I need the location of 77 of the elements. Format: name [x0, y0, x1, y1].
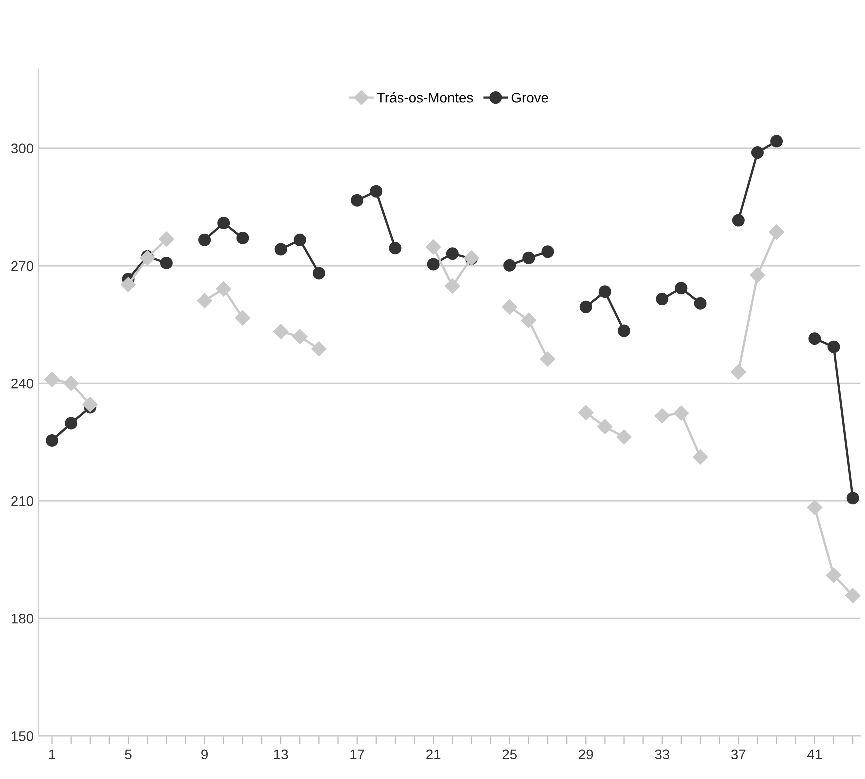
point [732, 214, 745, 227]
point [826, 568, 842, 584]
point [65, 417, 78, 430]
point [731, 364, 746, 380]
point [692, 450, 708, 465]
point [846, 492, 860, 505]
point [235, 310, 250, 326]
point [769, 224, 784, 240]
point [197, 293, 212, 308]
point [120, 277, 136, 292]
point [389, 242, 402, 255]
x-tick-label: 13 [274, 750, 288, 760]
point [770, 135, 784, 148]
point [540, 352, 556, 367]
point [578, 405, 594, 420]
y-tick-label: 150 [12, 731, 34, 742]
point [845, 588, 861, 604]
point [618, 324, 631, 338]
point [82, 397, 98, 412]
point [292, 329, 308, 344]
y-tick-label: 240 [12, 378, 34, 389]
point [828, 340, 840, 354]
x-tick-label: 5 [125, 750, 132, 760]
y-tick-label: 300 [11, 144, 34, 154]
point [140, 250, 156, 266]
point [675, 282, 688, 295]
point [159, 232, 174, 247]
point [656, 293, 669, 306]
point [427, 258, 440, 271]
point [236, 232, 250, 244]
x-tick-label: 33 [655, 750, 670, 760]
point [580, 300, 592, 314]
x-tick-label: 9 [202, 750, 208, 760]
point [598, 419, 613, 435]
point [522, 252, 536, 264]
x-tick-label: 17 [350, 750, 364, 760]
x-tick-label: 25 [502, 750, 517, 760]
point [502, 300, 518, 315]
point [694, 297, 707, 310]
legend-label: Trás-os-Montes [377, 92, 474, 103]
point [616, 430, 632, 445]
point [274, 243, 288, 256]
point [351, 194, 364, 207]
point [44, 372, 60, 388]
point [294, 234, 306, 246]
point [674, 406, 690, 421]
point [750, 268, 766, 283]
x-tick-label: 41 [808, 750, 822, 760]
point [218, 217, 230, 230]
x-tick-label: 29 [579, 750, 594, 760]
point [445, 278, 460, 294]
y-tick-label: 270 [12, 261, 34, 272]
point [160, 257, 173, 270]
point [751, 146, 764, 160]
legend-label: Grove [512, 92, 548, 103]
point [807, 500, 822, 516]
point [312, 341, 327, 357]
point [808, 332, 822, 346]
point [446, 248, 459, 260]
y-tick-label: 210 [12, 496, 34, 506]
point [426, 240, 442, 255]
point [312, 267, 326, 280]
point [198, 234, 212, 246]
point [273, 324, 289, 340]
point [370, 185, 383, 198]
x-tick-label: 21 [426, 750, 441, 760]
point [46, 434, 59, 447]
point [504, 259, 516, 272]
point [64, 376, 79, 392]
x-tick-label: 37 [731, 750, 746, 760]
point [598, 286, 612, 298]
x-tick-label: 1 [49, 750, 56, 760]
point [521, 312, 536, 328]
point [216, 282, 232, 297]
point [542, 246, 554, 258]
y-tick-label: 180 [12, 614, 34, 624]
point [654, 408, 670, 424]
